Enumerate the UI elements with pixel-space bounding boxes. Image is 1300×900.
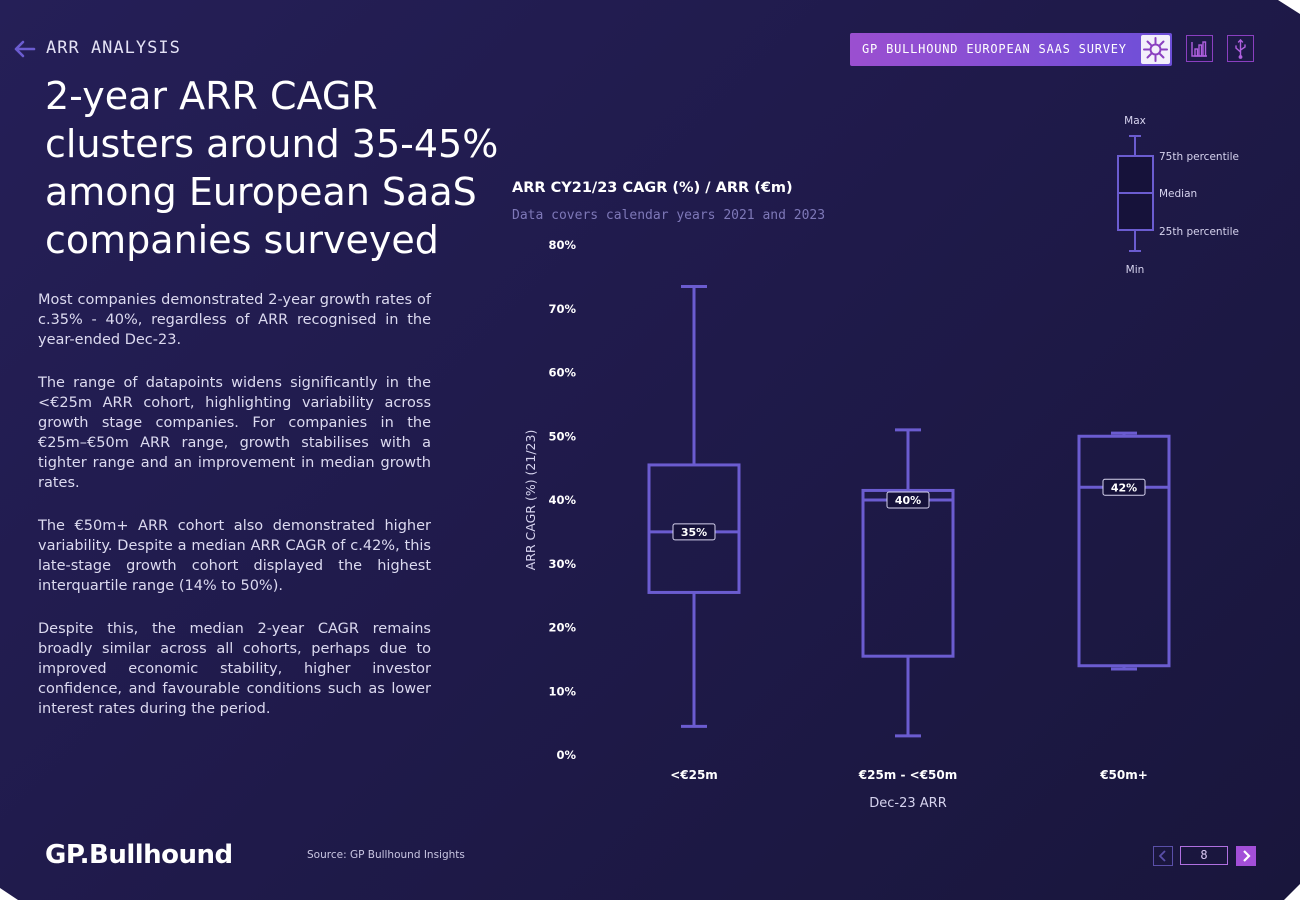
chart-subtitle: Data covers calendar years 2021 and 2023 (512, 208, 826, 223)
source-note: Source: GP Bullhound Insights (307, 849, 465, 861)
y-tick-label: 80% (548, 238, 576, 252)
chart-button[interactable] (1186, 35, 1213, 62)
next-page-button[interactable] (1236, 846, 1256, 866)
paragraph: The €50m+ ARR cohort also demonstrated h… (38, 518, 431, 594)
median-badge (1102, 478, 1146, 496)
y-tick-label: 0% (556, 748, 576, 762)
back-arrow-icon[interactable] (12, 38, 36, 60)
iqr-box (647, 463, 741, 594)
usb-button[interactable] (1227, 35, 1254, 62)
y-tick-label: 40% (548, 493, 576, 507)
median-badge (672, 523, 716, 541)
body-text: Most companies demonstrated 2-year growt… (38, 290, 431, 742)
y-tick-label: 30% (548, 557, 576, 571)
virus-icon (1141, 35, 1170, 64)
paragraph: Despite this, the median 2-year CAGR rem… (38, 621, 431, 717)
median-badge (886, 491, 930, 509)
median-label: 42% (1111, 481, 1137, 494)
y-tick-label: 20% (548, 621, 576, 635)
page-number: 8 (1180, 846, 1228, 865)
section-title: ARR ANALYSIS (46, 38, 181, 58)
page-title: 2-year ARR CAGR clusters around 35-45% a… (45, 74, 499, 262)
median-label: 35% (681, 526, 707, 539)
y-tick-label: 10% (548, 684, 576, 698)
prev-page-button[interactable] (1153, 846, 1173, 866)
chart-title: ARR CY21/23 CAGR (%) / ARR (€m) (512, 180, 793, 196)
median-label: 40% (895, 494, 921, 507)
x-category-label: €25m - <€50m (858, 768, 958, 782)
iqr-box (1077, 434, 1171, 668)
iqr-box (861, 488, 955, 658)
y-tick-label: 50% (548, 429, 576, 443)
y-tick-label: 60% (548, 366, 576, 380)
bar-chart-icon (1191, 41, 1207, 57)
gp-bullhound-logo: GP.Bullhound (45, 840, 233, 870)
survey-button-label: GP BULLHOUND EUROPEAN SAAS SURVEY (862, 42, 1127, 56)
y-axis-label: ARR CAGR (%) (21/23) (523, 430, 538, 571)
paragraph: The range of datapoints widens significa… (38, 375, 431, 491)
x-category-label: <€25m (670, 768, 718, 782)
paragraph: Most companies demonstrated 2-year growt… (38, 292, 431, 348)
x-category-label: €50m+ (1099, 768, 1148, 782)
usb-icon (1235, 39, 1246, 59)
y-tick-label: 70% (548, 302, 576, 316)
chevron-left-icon (1158, 850, 1166, 862)
x-axis-label: Dec-23 ARR (869, 796, 946, 811)
survey-button[interactable]: GP BULLHOUND EUROPEAN SAAS SURVEY (850, 33, 1172, 66)
chevron-right-icon (1243, 850, 1251, 862)
